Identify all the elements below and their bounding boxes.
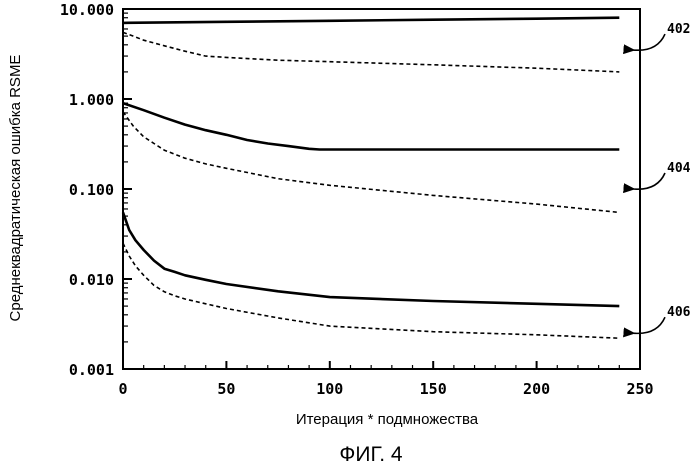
series-line-402-solid [123,18,619,23]
annotation-arrow [633,317,665,333]
figure-caption: ФИГ. 4 [339,443,403,466]
annotation-arrow [633,173,665,189]
x-tick-label: 200 [523,380,550,398]
y-tick-label: 10.000 [60,1,114,19]
x-axis-ticks: 0 50 100 150 200 250 [118,361,653,398]
x-tick-label: 100 [316,380,343,398]
x-tick-label: 250 [626,380,653,398]
x-axis-label: Итерация * подмножества [296,411,479,428]
annotation-layer: 402 404 406 [633,22,690,333]
x-tick-label: 50 [217,380,235,398]
y-tick-label: 0.010 [69,271,114,289]
series-line-404-solid [123,103,619,149]
annotation-label: 406 [667,305,691,320]
y-axis-ticks: 0.001 0.010 0.100 1.000 10.000 [60,1,132,379]
x-tick-label: 0 [118,380,127,398]
series-line-406-solid [123,212,619,306]
figure: 0.001 0.010 0.100 1.000 10.000 0 50 100 150 200 2… [0,0,699,468]
y-axis-label: Среднеквадратическая ошибка RSME [7,55,24,322]
series-line-406-dashed [123,243,619,338]
series-line-402-dashed [123,32,619,72]
y-tick-label: 0.100 [69,181,114,199]
y-tick-label: 1.000 [69,91,114,109]
series-layer [123,18,619,339]
annotation-label: 402 [667,22,690,37]
x-tick-label: 150 [420,380,447,398]
y-tick-label: 0.001 [69,361,114,379]
annotation-label: 404 [667,161,691,176]
annotation-arrow [633,34,665,50]
